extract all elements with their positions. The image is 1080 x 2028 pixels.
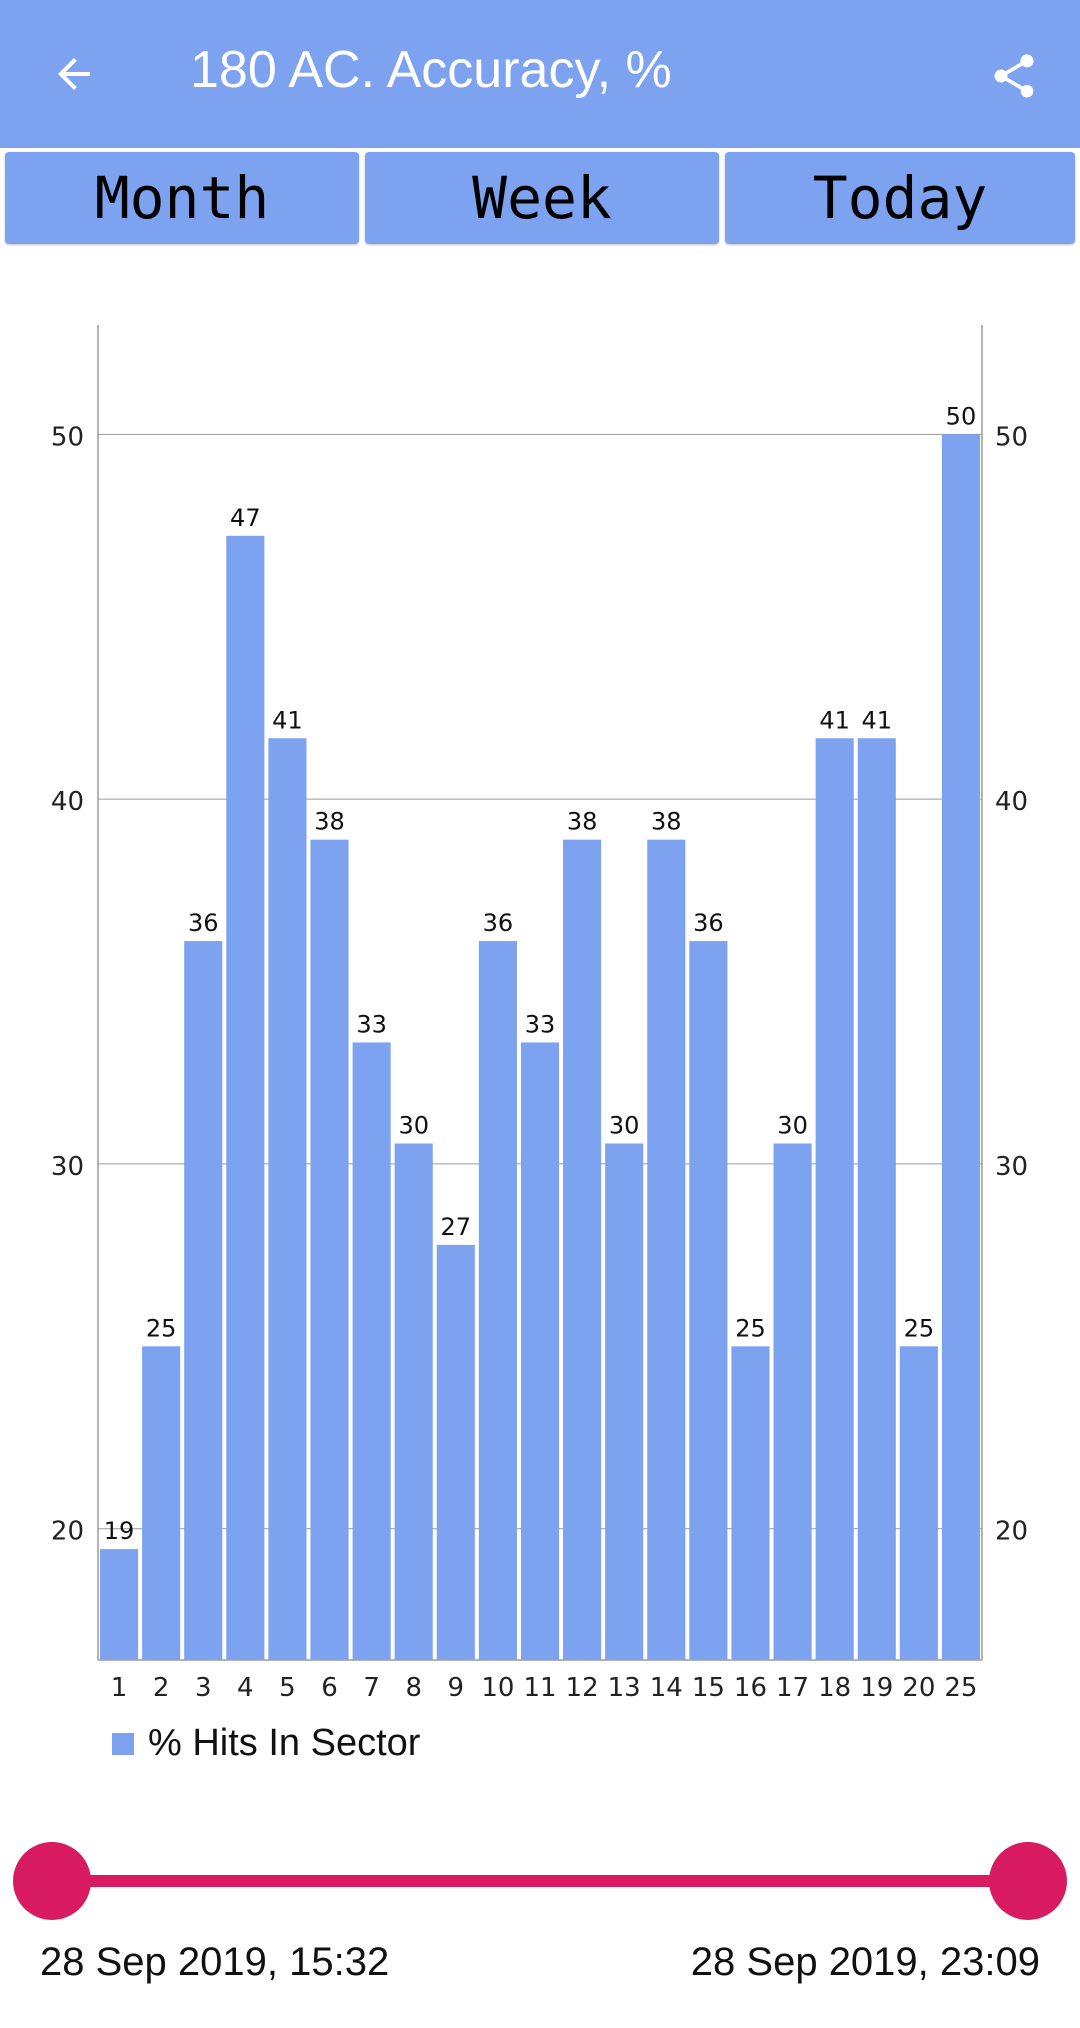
slider-start-handle[interactable] <box>13 1842 91 1920</box>
bar-value-label: 27 <box>441 1213 472 1241</box>
bar-value-label: 30 <box>609 1112 640 1140</box>
range-end-time: 28 Sep 2019, 23:09 <box>690 1940 1040 1984</box>
x-tick-label: 19 <box>860 1673 893 1703</box>
x-tick-label: 3 <box>195 1673 212 1703</box>
bar-value-label: 25 <box>146 1314 177 1342</box>
bar <box>857 738 896 1660</box>
bar <box>142 1346 181 1660</box>
period-tabs: Month Week Today <box>0 150 1080 246</box>
x-tick-label: 1 <box>111 1673 128 1703</box>
bar <box>647 839 686 1660</box>
time-range-slider[interactable] <box>0 1840 1080 1922</box>
x-tick-label: 11 <box>523 1673 556 1703</box>
bar-value-label: 19 <box>104 1517 135 1545</box>
bar-value-label: 41 <box>272 706 303 734</box>
bar-value-label: 41 <box>819 706 850 734</box>
slider-end-handle[interactable] <box>989 1842 1067 1920</box>
bar <box>605 1143 644 1660</box>
x-tick-label: 12 <box>566 1673 599 1703</box>
bar <box>394 1143 433 1660</box>
bar <box>100 1549 139 1660</box>
bar-value-label: 38 <box>651 808 682 836</box>
x-tick-label: 15 <box>692 1673 725 1703</box>
bar <box>478 941 517 1660</box>
bar <box>184 941 223 1660</box>
x-tick-label: 4 <box>237 1673 254 1703</box>
y-tick-label-left: 20 <box>51 1517 84 1547</box>
y-tick-label-right: 50 <box>995 422 1028 452</box>
chart-legend: % Hits In Sector <box>112 1722 420 1765</box>
y-tick-label-right: 40 <box>995 787 1028 817</box>
legend-label: % Hits In Sector <box>148 1722 421 1764</box>
x-tick-label: 18 <box>818 1673 851 1703</box>
back-button[interactable] <box>36 36 112 112</box>
y-tick-label-left: 30 <box>51 1152 84 1182</box>
tab-month[interactable]: Month <box>5 152 359 244</box>
bar-value-label: 38 <box>567 808 598 836</box>
x-tick-label: 17 <box>776 1673 809 1703</box>
bar <box>268 738 307 1660</box>
x-tick-label: 20 <box>902 1673 935 1703</box>
bar-value-label: 36 <box>188 909 219 937</box>
bar-value-label: 33 <box>525 1010 556 1038</box>
y-tick-label-left: 50 <box>51 422 84 452</box>
bar-value-label: 36 <box>483 909 514 937</box>
bar <box>520 1042 560 1660</box>
x-tick-label: 6 <box>321 1673 338 1703</box>
bar <box>899 1346 938 1660</box>
bar-value-label: 25 <box>904 1314 935 1342</box>
tab-today[interactable]: Today <box>725 152 1075 244</box>
slider-track[interactable] <box>52 1875 1028 1887</box>
x-tick-label: 16 <box>734 1673 767 1703</box>
bar <box>773 1143 812 1660</box>
x-tick-label: 9 <box>448 1673 465 1703</box>
bar <box>352 1042 391 1660</box>
y-tick-label-left: 40 <box>51 787 84 817</box>
bar <box>731 1346 770 1660</box>
bar-value-label: 38 <box>314 808 345 836</box>
x-tick-label: 14 <box>650 1673 683 1703</box>
bar-value-label: 25 <box>735 1314 766 1342</box>
bar-value-label: 50 <box>946 402 977 430</box>
bar <box>941 434 980 1660</box>
accuracy-bar-chart: 20 20 30 30 40 40 50 50 19 1 25 2 36 3 47 4 41 5 38 6 33 7 30 8… <box>51 325 1028 1703</box>
bar <box>689 941 728 1660</box>
tab-week[interactable]: Week <box>365 152 719 244</box>
bar-value-label: 30 <box>398 1112 429 1140</box>
bar-value-label: 33 <box>356 1010 387 1038</box>
bar <box>436 1244 475 1660</box>
x-tick-label: 2 <box>153 1673 170 1703</box>
legend-swatch <box>112 1732 134 1755</box>
bar <box>226 535 265 1660</box>
range-start-time: 28 Sep 2019, 15:32 <box>40 1940 390 1984</box>
bar-value-label: 30 <box>777 1112 808 1140</box>
bar <box>563 839 602 1660</box>
bar-value-label: 36 <box>693 909 724 937</box>
bar-value-label: 41 <box>861 706 892 734</box>
x-tick-label: 5 <box>279 1673 296 1703</box>
page-title: 180 AC. Accuracy, % <box>190 41 672 99</box>
bar <box>310 839 349 1660</box>
y-tick-label-right: 30 <box>995 1152 1028 1182</box>
bar <box>815 738 854 1660</box>
x-tick-label: 7 <box>363 1673 380 1703</box>
arrow-left-icon <box>58 58 90 90</box>
x-tick-label: 13 <box>608 1673 641 1703</box>
bar-value-label: 47 <box>230 504 261 532</box>
x-tick-label: 10 <box>481 1673 514 1703</box>
x-tick-label: 25 <box>944 1673 977 1703</box>
share-button[interactable] <box>976 38 1052 114</box>
share-icon <box>994 54 1034 98</box>
x-tick-label: 8 <box>405 1673 422 1703</box>
app-bar: 180 AC. Accuracy, % <box>0 0 1080 148</box>
y-tick-label-right: 20 <box>995 1517 1028 1547</box>
